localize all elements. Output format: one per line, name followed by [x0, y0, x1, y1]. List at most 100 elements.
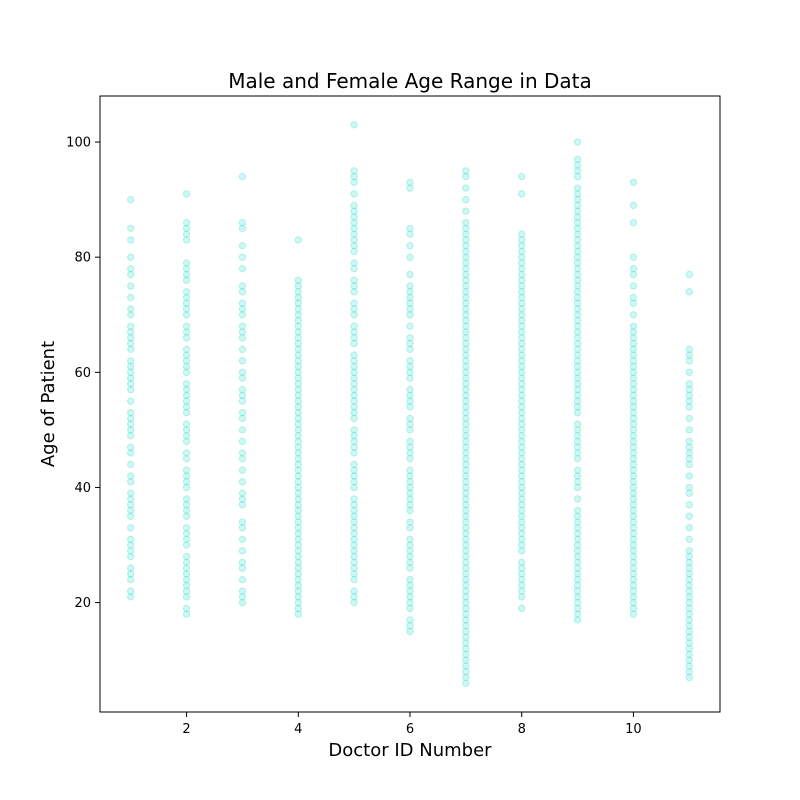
- data-point: [294, 604, 302, 613]
- x-tick-label: 2: [182, 722, 190, 737]
- data-point: [518, 397, 526, 405]
- data-point: [350, 305, 358, 313]
- data-point: [518, 472, 526, 480]
- y-tick-label: 20: [74, 596, 91, 611]
- data-point: [629, 431, 638, 440]
- data-point: [406, 270, 414, 279]
- data-point: [238, 218, 247, 227]
- data-point: [294, 443, 302, 451]
- data-point: [182, 593, 191, 601]
- data-point: [573, 345, 582, 354]
- data-point: [629, 265, 638, 273]
- data-point: [350, 224, 358, 233]
- data-point: [573, 247, 582, 256]
- data-point: [182, 610, 191, 618]
- data-point: [127, 541, 135, 549]
- data-point: [182, 495, 191, 503]
- data-point: [182, 524, 191, 532]
- data-point: [629, 506, 638, 515]
- data-point: [182, 529, 191, 538]
- data-point: [350, 449, 358, 457]
- data-point: [182, 397, 191, 405]
- data-point: [518, 558, 526, 567]
- data-point: [127, 564, 135, 572]
- data-point: [518, 380, 526, 388]
- data-point: [629, 454, 638, 463]
- data-point: [182, 265, 191, 273]
- data-point: [127, 265, 135, 273]
- data-point: [462, 460, 470, 469]
- data-point: [573, 472, 582, 480]
- data-point: [350, 431, 358, 440]
- data-point: [350, 403, 358, 411]
- data-point: [350, 299, 358, 307]
- data-point: [573, 449, 582, 457]
- data-point: [462, 437, 470, 446]
- data-point: [294, 564, 302, 572]
- data-point: [238, 437, 247, 446]
- data-point: [629, 368, 638, 377]
- data-point: [573, 512, 582, 520]
- data-point: [406, 541, 414, 549]
- data-point: [518, 587, 526, 595]
- data-point: [685, 288, 693, 296]
- data-point: [350, 501, 358, 509]
- data-point: [294, 529, 302, 538]
- data-point: [462, 408, 470, 417]
- data-point: [127, 282, 135, 290]
- data-point: [238, 397, 247, 405]
- data-point: [629, 351, 638, 359]
- data-point: [350, 362, 358, 371]
- data-point: [406, 627, 414, 636]
- data-point: [462, 380, 470, 388]
- data-point: [182, 403, 191, 411]
- data-point: [127, 512, 135, 520]
- data-point: [518, 575, 526, 584]
- data-point: [573, 581, 582, 590]
- data-point: [294, 460, 302, 469]
- data-point: [294, 288, 302, 296]
- data-point: [182, 293, 191, 302]
- data-point: [573, 311, 582, 319]
- data-point: [518, 454, 526, 463]
- data-point: [406, 616, 414, 624]
- data-point: [573, 570, 582, 578]
- data-point: [685, 512, 693, 520]
- data-point: [462, 224, 470, 233]
- data-point: [518, 478, 526, 486]
- data-point: [182, 334, 191, 342]
- data-point: [518, 512, 526, 520]
- data-point: [462, 253, 470, 261]
- data-point: [629, 345, 638, 354]
- data-point: [462, 489, 470, 497]
- data-point: [629, 201, 638, 210]
- data-point: [462, 483, 470, 492]
- data-point: [462, 616, 470, 624]
- data-point: [127, 380, 135, 388]
- data-point: [518, 236, 526, 244]
- data-point: [462, 443, 470, 451]
- data-point: [294, 598, 302, 607]
- data-point: [518, 593, 526, 601]
- data-point: [238, 489, 247, 497]
- data-point: [685, 668, 693, 676]
- data-point: [182, 466, 191, 474]
- data-point: [350, 265, 358, 273]
- data-point: [573, 552, 582, 561]
- data-point: [518, 299, 526, 307]
- data-point: [518, 408, 526, 417]
- data-point: [238, 374, 247, 382]
- data-point: [406, 598, 414, 607]
- data-point: [182, 391, 191, 400]
- data-point: [294, 535, 302, 543]
- data-point: [462, 650, 470, 659]
- data-point: [182, 236, 191, 244]
- data-point: [406, 224, 414, 233]
- data-point: [406, 466, 414, 474]
- data-point: [406, 426, 414, 434]
- data-point: [127, 460, 135, 469]
- data-point: [238, 495, 247, 503]
- data-point: [573, 201, 582, 210]
- data-point: [406, 478, 414, 486]
- data-point: [462, 524, 470, 532]
